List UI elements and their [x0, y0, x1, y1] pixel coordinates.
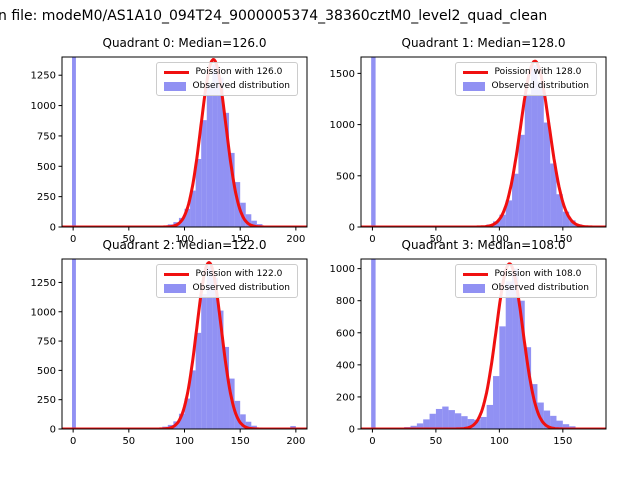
svg-text:0: 0	[369, 234, 375, 245]
legend-label-observed: Observed distribution	[192, 283, 290, 293]
legend-label-observed: Observed distribution	[192, 81, 290, 91]
svg-text:800: 800	[336, 296, 355, 307]
svg-text:150: 150	[231, 436, 250, 447]
subplot-title-quadrant-1: Quadrant 1: Median=128.0	[401, 36, 566, 50]
legend-row-poisson: Poission with 126.0	[163, 67, 290, 77]
svg-text:0: 0	[70, 234, 76, 245]
svg-text:1000: 1000	[330, 120, 355, 131]
svg-text:150: 150	[553, 436, 572, 447]
svg-text:600: 600	[336, 328, 355, 339]
legend-row-poisson: Poission with 128.0	[462, 67, 589, 77]
legend-label-poisson: Poission with 108.0	[494, 269, 582, 279]
legend-quadrant-0: Poission with 126.0 Observed distributio…	[155, 62, 298, 96]
subplot-title-quadrant-2: Quadrant 2: Median=122.0	[102, 238, 267, 252]
svg-text:750: 750	[37, 337, 56, 348]
svg-text:1250: 1250	[31, 278, 56, 289]
legend-quadrant-1: Poission with 128.0 Observed distributio…	[454, 62, 597, 96]
observed-patch-swatch-icon	[462, 81, 485, 91]
poisson-line-swatch-icon	[163, 70, 189, 74]
svg-text:0: 0	[349, 425, 355, 436]
subplot-title-quadrant-0: Quadrant 0: Median=126.0	[102, 36, 267, 50]
legend-label-observed: Observed distribution	[491, 81, 589, 91]
svg-text:100: 100	[490, 234, 509, 245]
legend-label-poisson: Poission with 128.0	[494, 67, 582, 77]
legend-quadrant-3: Poission with 108.0 Observed distributio…	[454, 264, 597, 298]
subplot-quadrant-1: 0 50 100 150 0 500 1000 1500 Quadrant 1: Median…	[303, 35, 623, 273]
legend-row-poisson: Poission with 122.0	[163, 269, 290, 279]
observed-patch-swatch-icon	[163, 283, 186, 293]
svg-text:500: 500	[37, 366, 56, 377]
svg-text:500: 500	[336, 171, 355, 182]
svg-text:50: 50	[430, 436, 443, 447]
svg-text:150: 150	[553, 234, 572, 245]
legend-row-observed: Observed distribution	[163, 81, 290, 91]
poisson-line-swatch-icon	[462, 70, 488, 74]
legend-quadrant-2: Poission with 122.0 Observed distributio…	[155, 264, 298, 298]
observed-patch-swatch-icon	[163, 81, 186, 91]
svg-text:250: 250	[37, 395, 56, 406]
svg-text:1000: 1000	[330, 264, 355, 275]
subplot-quadrant-3: 0 50 100 150 0 200 400 600 800 1000 Quadrant 3: M…	[303, 237, 623, 475]
svg-text:1500: 1500	[330, 69, 355, 80]
subplot-quadrant-0: 0 50 100 150 200 0 250 500 750 1000 1250 Quadrant …	[4, 35, 324, 273]
legend-row-poisson: Poission with 108.0	[462, 269, 589, 279]
svg-text:50: 50	[122, 234, 135, 245]
svg-text:0: 0	[349, 223, 355, 234]
svg-text:200: 200	[336, 392, 355, 403]
svg-text:200: 200	[286, 436, 305, 447]
svg-text:1250: 1250	[31, 71, 56, 82]
legend-row-observed: Observed distribution	[462, 81, 589, 91]
poisson-line-swatch-icon	[163, 272, 189, 276]
svg-text:100: 100	[490, 436, 509, 447]
svg-text:250: 250	[37, 192, 56, 203]
legend-row-observed: Observed distribution	[462, 283, 589, 293]
legend-row-observed: Observed distribution	[163, 283, 290, 293]
legend-label-poisson: Poission with 126.0	[195, 67, 283, 77]
svg-text:1000: 1000	[31, 101, 56, 112]
svg-text:150: 150	[231, 234, 250, 245]
svg-text:0: 0	[50, 425, 56, 436]
subplot-title-quadrant-3: Quadrant 3: Median=108.0	[401, 238, 566, 252]
legend-label-poisson: Poission with 122.0	[195, 269, 283, 279]
svg-text:0: 0	[50, 223, 56, 234]
svg-text:0: 0	[70, 436, 76, 447]
svg-text:1000: 1000	[31, 307, 56, 318]
svg-text:400: 400	[336, 360, 355, 371]
figure-title: n file: modeM0/AS1A10_094T24_9000005374_…	[0, 8, 548, 24]
poisson-line-swatch-icon	[462, 272, 488, 276]
svg-text:200: 200	[286, 234, 305, 245]
subplot-quadrant-2: 0 50 100 150 200 0 250 500 750 1000 1250 Quadrant …	[4, 237, 324, 475]
svg-text:50: 50	[122, 436, 135, 447]
observed-patch-swatch-icon	[462, 283, 485, 293]
legend-label-observed: Observed distribution	[491, 283, 589, 293]
svg-text:50: 50	[430, 234, 443, 245]
svg-text:100: 100	[175, 234, 194, 245]
svg-text:750: 750	[37, 131, 56, 142]
svg-text:0: 0	[369, 436, 375, 447]
svg-text:100: 100	[175, 436, 194, 447]
svg-text:500: 500	[37, 162, 56, 173]
